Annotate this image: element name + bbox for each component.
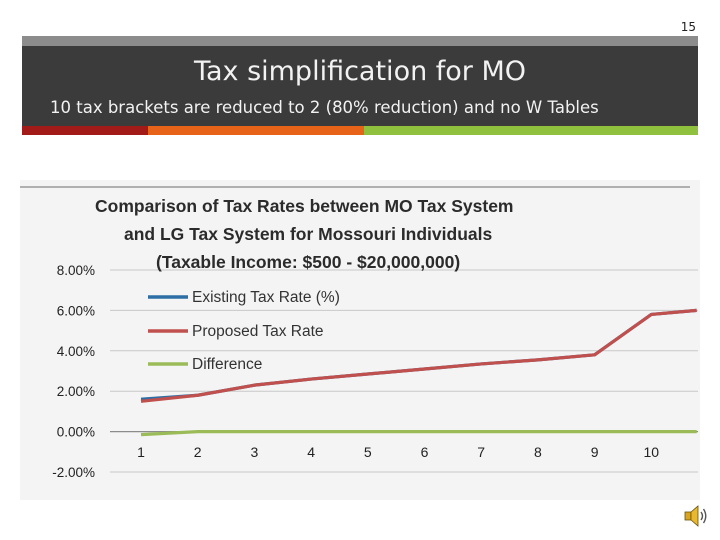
accent-orange-segment: [148, 126, 364, 135]
chart-title-line: and LG Tax System for Mossouri Individua…: [124, 224, 492, 244]
accent-red-segment: [22, 126, 148, 135]
tax-rate-line-chart: 8.00% 6.00% 4.00% 2.00% 0.00% -2.00% 1 2 3 4 5 6 7 8 9…: [20, 180, 700, 500]
accent-color-bar: [22, 126, 698, 135]
x-tick-label: 9: [591, 444, 599, 460]
x-tick-label: 4: [307, 444, 315, 460]
x-tick-label: 7: [477, 444, 485, 460]
x-tick-label: 5: [364, 444, 372, 460]
chart-title-line: (Taxable Income: $500 - $20,000,000): [156, 252, 460, 272]
x-tick-label: 1: [137, 444, 145, 460]
series-line-difference: [140, 430, 697, 437]
page-number: 15: [680, 20, 696, 34]
x-tick-label: 6: [421, 444, 429, 460]
x-tick-label: 10: [644, 444, 660, 460]
legend-label: Difference: [192, 356, 262, 373]
slide-header: Tax simplification for MO 10 tax bracket…: [22, 46, 698, 126]
chart-background: [20, 180, 700, 500]
series-line-proposed: [140, 308, 697, 403]
x-tick-label: 8: [534, 444, 542, 460]
speaker-icon[interactable]: [683, 503, 711, 529]
chart-container: 8.00% 6.00% 4.00% 2.00% 0.00% -2.00% 1 2 3 4 5 6 7 8 9…: [20, 180, 700, 500]
y-tick-label: 2.00%: [57, 384, 95, 399]
legend-label: Proposed Tax Rate: [192, 323, 324, 340]
y-tick-label: 4.00%: [57, 344, 95, 359]
accent-green-segment: [364, 126, 698, 135]
y-tick-label: 6.00%: [57, 303, 95, 318]
x-tick-label: 3: [251, 444, 259, 460]
header-top-strip: [22, 36, 698, 46]
slide-subtitle: 10 tax brackets are reduced to 2 (80% re…: [50, 98, 599, 117]
y-tick-label: -2.00%: [52, 465, 95, 480]
legend-label: Existing Tax Rate (%): [192, 289, 340, 306]
slide-title: Tax simplification for MO: [193, 56, 527, 87]
x-tick-label: 2: [194, 444, 202, 460]
y-tick-label: 0.00%: [57, 425, 95, 440]
chart-title-line: Comparison of Tax Rates between MO Tax S…: [95, 196, 514, 216]
y-tick-label: 8.00%: [57, 263, 95, 278]
